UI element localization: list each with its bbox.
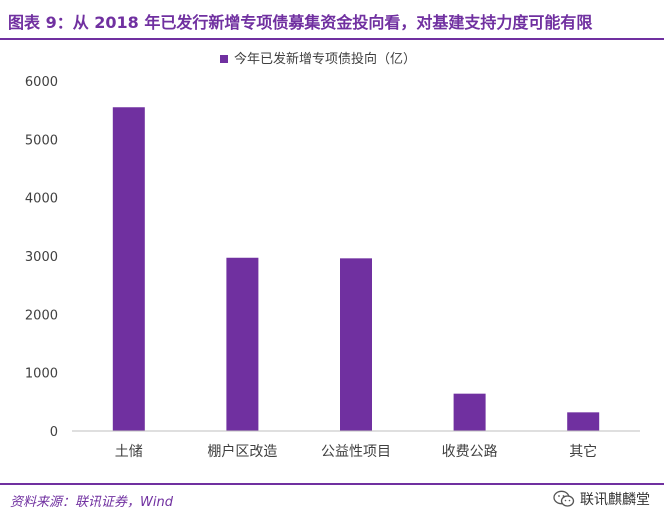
bar xyxy=(567,412,600,431)
legend-swatch xyxy=(220,55,228,63)
y-axis-ticks: 0 1000 2000 3000 4000 5000 6000 xyxy=(25,75,58,440)
footer-divider xyxy=(0,483,664,485)
y-tick-label: 1000 xyxy=(25,367,58,382)
x-tick-label: 土储 xyxy=(115,444,143,460)
y-tick-label: 5000 xyxy=(25,133,58,148)
y-tick-label: 2000 xyxy=(25,308,58,323)
y-tick-label: 4000 xyxy=(25,192,58,207)
x-axis-ticks: 土储 棚户区改造 公益性项目 收费公路 其它 xyxy=(115,443,597,460)
bar xyxy=(340,258,372,431)
x-tick-label: 公益性项目 xyxy=(321,444,391,460)
y-tick-label: 0 xyxy=(50,425,58,440)
wechat-icon xyxy=(553,490,575,507)
legend: 今年已发新增专项债投向（亿） xyxy=(220,51,416,67)
x-tick-label: 其它 xyxy=(569,443,597,460)
x-tick-label: 棚户区改造 xyxy=(207,443,277,460)
bar xyxy=(112,107,145,431)
bar xyxy=(226,257,259,431)
watermark-label: 联讯麒麟堂 xyxy=(580,492,650,508)
watermark: 联讯麒麟堂 xyxy=(553,489,650,509)
bars xyxy=(112,107,600,431)
legend-label: 今年已发新增专项债投向（亿） xyxy=(234,51,416,67)
bar-chart: 今年已发新增专项债投向（亿） 0 1000 2000 3000 4000 5000 6000… xyxy=(25,51,640,460)
bar xyxy=(453,393,486,431)
chart-header: 图表 9：从 2018 年已发行新增专项债募集资金投向看，对基建支持力度可能有限 xyxy=(0,0,664,40)
y-tick-label: 3000 xyxy=(25,250,58,265)
x-tick-label: 收费公路 xyxy=(442,444,498,460)
source-note: 资料来源：联讯证券，Wind xyxy=(10,495,173,510)
y-tick-label: 6000 xyxy=(25,75,58,90)
chart-title: 图表 9：从 2018 年已发行新增专项债募集资金投向看，对基建支持力度可能有限 xyxy=(8,13,593,32)
